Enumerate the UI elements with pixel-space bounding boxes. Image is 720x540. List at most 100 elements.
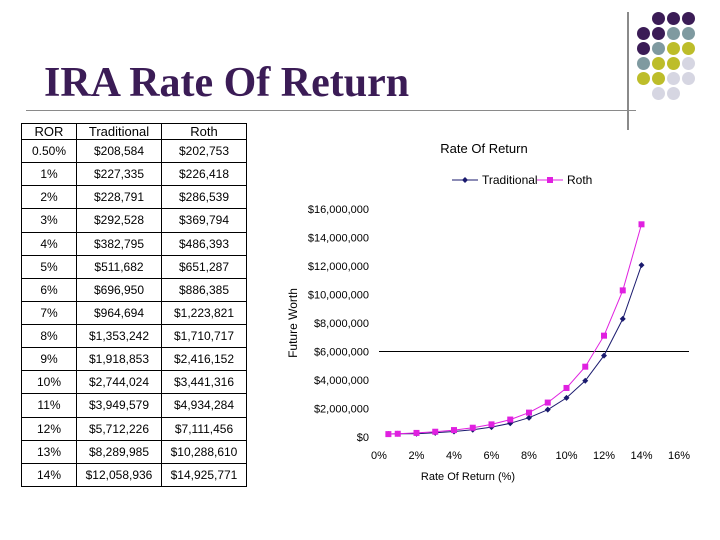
- table-header-row: ROR Traditional Roth: [21, 123, 247, 140]
- y-tick-label: $6,000,000: [314, 347, 369, 359]
- data-point-roth: [385, 431, 392, 438]
- table-cell: $202,753: [161, 138, 247, 164]
- table-row: 4% $382,795 $486,393: [21, 231, 247, 256]
- table-cell: $486,393: [161, 231, 247, 256]
- decorative-dot: [652, 72, 665, 85]
- table-cell: $10,288,610: [161, 439, 247, 464]
- table-cell: $1,710,717: [161, 323, 247, 349]
- data-point-traditional: [544, 406, 551, 413]
- chart-title: Rate Of Return: [440, 141, 527, 156]
- legend-marker: [462, 177, 468, 183]
- table-cell: 5%: [21, 254, 77, 279]
- table-row: 12% $5,712,226 $7,111,456: [21, 416, 247, 441]
- x-tick-label: 2%: [409, 450, 425, 462]
- table-cell: $1,223,821: [161, 300, 247, 326]
- decorative-dot: [667, 42, 680, 55]
- data-point-roth: [563, 384, 570, 391]
- data-point-roth: [469, 424, 476, 431]
- column-header: Roth: [161, 123, 247, 140]
- decor-vertical-rule: [627, 12, 629, 130]
- data-point-roth: [638, 221, 645, 228]
- table-cell: 6%: [21, 277, 77, 302]
- decorative-dot: [667, 57, 680, 70]
- table-cell: $369,794: [161, 208, 247, 233]
- data-point-roth: [526, 409, 532, 416]
- table-row: 14% $12,058,936 $14,925,771: [21, 462, 247, 488]
- decorative-dot: [682, 57, 695, 70]
- table-cell: $292,528: [76, 208, 162, 233]
- table-row: 11% $3,949,579 $4,934,284: [21, 393, 247, 418]
- table-row: 7% $964,694 $1,223,821: [21, 300, 247, 326]
- decorative-dot: [667, 72, 680, 85]
- table-row: 5% $511,682 $651,287: [21, 254, 247, 279]
- data-point-roth: [488, 421, 495, 428]
- series-line-traditional: [388, 265, 642, 435]
- table-cell: $12,058,936: [76, 462, 162, 488]
- table-cell: 8%: [21, 323, 77, 349]
- column-header: ROR: [21, 123, 77, 140]
- y-axis-title: Future Worth: [286, 288, 300, 358]
- table-row: 2% $228,791 $286,539: [21, 185, 247, 210]
- decorative-dot: [637, 42, 650, 55]
- table-cell: $886,385: [161, 277, 247, 302]
- data-point-roth: [544, 399, 551, 406]
- table-cell: $226,418: [161, 162, 247, 187]
- data-point-roth: [413, 429, 420, 436]
- table-cell: 2%: [21, 185, 77, 210]
- decorative-dot: [652, 42, 665, 55]
- data-point-traditional: [563, 394, 570, 401]
- table-cell: 4%: [21, 231, 77, 256]
- data-point-traditional: [526, 414, 532, 421]
- decorative-dot: [652, 12, 665, 25]
- data-point-traditional: [638, 262, 645, 269]
- decorative-dot: [652, 57, 665, 70]
- table-cell: $382,795: [76, 231, 162, 256]
- column-header: Traditional: [76, 123, 162, 140]
- table-cell: 0.50%: [21, 138, 77, 164]
- x-tick-label: 10%: [555, 450, 577, 462]
- table-cell: $1,353,242: [76, 323, 162, 349]
- y-tick-label: $16,000,000: [308, 204, 369, 216]
- table-cell: 3%: [21, 208, 77, 233]
- y-tick-label: $10,000,000: [308, 290, 369, 302]
- y-tick-label: $14,000,000: [308, 233, 369, 245]
- y-tick-label: $4,000,000: [314, 375, 369, 387]
- decorative-dot: [682, 27, 695, 40]
- decorative-dot: [637, 27, 650, 40]
- legend-label: Traditional: [482, 173, 538, 187]
- table-cell: $696,950: [76, 277, 162, 302]
- table-row: 0.50% $208,584 $202,753: [21, 138, 247, 164]
- data-point-traditional: [601, 352, 607, 359]
- table-cell: $8,289,985: [76, 439, 162, 464]
- table-cell: $208,584: [76, 138, 162, 164]
- table-cell: 12%: [21, 416, 77, 441]
- table-row: 10% $2,744,024 $3,441,316: [21, 370, 247, 395]
- table-cell: $3,949,579: [76, 393, 162, 418]
- slide-title: IRA Rate Of Return: [44, 60, 410, 106]
- table-cell: $286,539: [161, 185, 247, 210]
- decor-horizontal-rule: [26, 110, 636, 111]
- table-cell: 13%: [21, 439, 77, 464]
- decorative-dot: [652, 27, 665, 40]
- table-cell: $3,441,316: [161, 370, 247, 395]
- x-axis-title: Rate Of Return (%): [421, 471, 515, 483]
- table-row: 3% $292,528 $369,794: [21, 208, 247, 233]
- x-tick-label: 8%: [521, 450, 537, 462]
- data-point-roth: [582, 363, 589, 370]
- y-tick-label: $8,000,000: [314, 318, 369, 330]
- table-cell: $2,416,152: [161, 347, 247, 372]
- y-tick-label: $12,000,000: [308, 261, 369, 273]
- table-cell: $7,111,456: [161, 416, 247, 441]
- table-row: 9% $1,918,853 $2,416,152: [21, 347, 247, 372]
- legend-label: Roth: [567, 173, 592, 187]
- table-cell: $14,925,771: [161, 462, 247, 488]
- table-cell: 10%: [21, 370, 77, 395]
- data-point-roth: [601, 332, 607, 339]
- table-cell: $228,791: [76, 185, 162, 210]
- decorative-dot: [682, 72, 695, 85]
- data-point-roth: [432, 428, 439, 435]
- table-cell: 1%: [21, 162, 77, 187]
- legend-marker: [547, 177, 553, 183]
- data-point-traditional: [619, 315, 626, 322]
- table-row: 13% $8,289,985 $10,288,610: [21, 439, 247, 464]
